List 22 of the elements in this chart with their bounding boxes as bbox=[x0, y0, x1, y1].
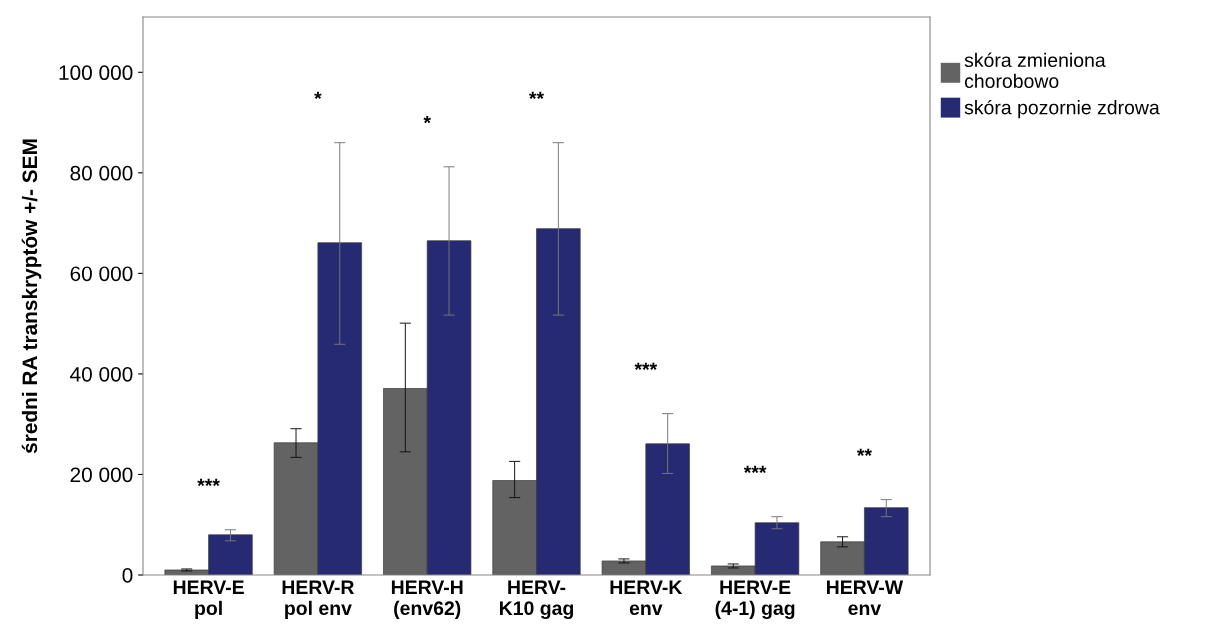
y-tick-label: 0 bbox=[122, 568, 133, 583]
y-tick-label: 40 000 bbox=[70, 366, 133, 382]
annotation: *** bbox=[634, 362, 658, 370]
annotation: *** bbox=[743, 465, 767, 474]
y-tick-label: 60 000 bbox=[70, 266, 133, 282]
x-tick-label: HERV-W env bbox=[827, 580, 904, 616]
x-tick-label: HERV-E (4-1) gag bbox=[715, 580, 795, 620]
annotation: * bbox=[314, 91, 322, 100]
y-axis-title: średni RA transkryptów +/- SEM bbox=[21, 139, 42, 454]
y-tick-label: 80 000 bbox=[70, 165, 133, 181]
x-tick-label: HERV- K10 gag bbox=[499, 580, 574, 620]
x-tick-label: HERV-E pol bbox=[173, 580, 244, 619]
y-tick-label: 20 000 bbox=[70, 467, 133, 483]
annotation: ** bbox=[528, 91, 545, 100]
annotation: ** bbox=[856, 448, 872, 456]
annotation: * bbox=[423, 115, 431, 124]
x-tick-label: HERV-H (env62) bbox=[391, 580, 463, 619]
y-tick-label: 100 000 bbox=[59, 65, 133, 81]
annotation: *** bbox=[197, 478, 220, 487]
x-tick-label: HERV-K env bbox=[610, 580, 683, 616]
x-tick-label: HERV-R pol env bbox=[282, 580, 355, 619]
legend-label: skóra pozornie zdrowa bbox=[964, 99, 1160, 119]
